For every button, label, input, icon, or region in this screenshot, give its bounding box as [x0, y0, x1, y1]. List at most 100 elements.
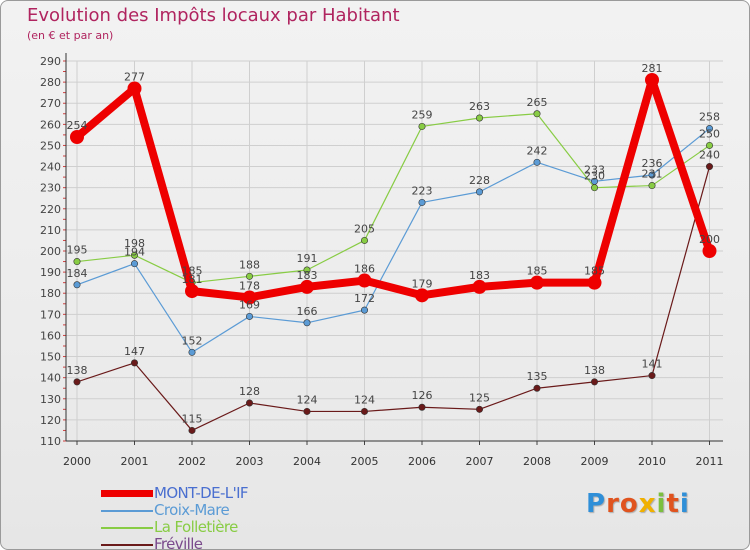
data-label: 115 — [182, 412, 203, 425]
data-point — [127, 81, 142, 96]
data-point — [360, 236, 368, 244]
data-point — [475, 188, 483, 196]
data-point — [475, 114, 483, 122]
grid — [66, 60, 723, 442]
x-tick-label: 2010 — [638, 455, 666, 468]
data-label: 178 — [239, 279, 260, 292]
series — [70, 73, 717, 434]
legend-swatch — [101, 544, 153, 546]
data-label: 138 — [67, 364, 88, 377]
axes: 1101201301401501601701801902002102202302… — [40, 53, 724, 468]
data-point — [648, 182, 656, 190]
data-label: 181 — [182, 273, 203, 286]
data-point — [533, 158, 541, 166]
data-point — [300, 279, 314, 294]
data-point — [418, 403, 426, 411]
data-point — [415, 288, 429, 303]
data-point — [185, 284, 199, 299]
data-point — [188, 426, 196, 434]
data-point — [590, 184, 598, 192]
data-label: 233 — [584, 163, 605, 176]
data-label: 263 — [469, 100, 490, 113]
x-tick-label: 2003 — [236, 455, 264, 468]
chart-subtitle: (en € et par an) — [27, 29, 114, 42]
data-label: 223 — [412, 184, 433, 197]
data-label: 183 — [469, 269, 490, 282]
x-tick-label: 2000 — [63, 455, 91, 468]
data-point — [73, 378, 81, 386]
series-line — [73, 76, 714, 302]
y-tick-label: 250 — [40, 139, 61, 152]
proxiti-logo: Proxiti — [586, 489, 690, 519]
data-label: 125 — [469, 391, 490, 404]
logo-letter: r — [606, 489, 620, 519]
data-point — [648, 171, 656, 179]
y-tick-label: 230 — [40, 182, 61, 195]
logo-letter: P — [586, 489, 607, 519]
data-point — [530, 275, 544, 290]
legend-label: La Folletière — [154, 518, 238, 536]
data-label: 172 — [354, 292, 375, 305]
series-line — [76, 113, 711, 284]
data-label: 194 — [124, 246, 145, 259]
data-label: 198 — [124, 237, 145, 250]
data-point — [188, 348, 196, 356]
data-point — [73, 258, 81, 266]
series-3 — [73, 163, 713, 434]
series-line — [76, 127, 711, 353]
data-point — [131, 260, 139, 268]
data-label: 242 — [527, 144, 548, 157]
data-point — [705, 125, 713, 133]
x-tick-label: 2005 — [351, 455, 379, 468]
data-label: 231 — [642, 168, 663, 181]
data-point — [360, 306, 368, 314]
data-label: 185 — [527, 265, 548, 278]
data-point — [702, 244, 717, 258]
data-label: 152 — [182, 334, 203, 347]
legend-swatch — [101, 490, 153, 497]
data-label: 254 — [67, 119, 88, 132]
data-label: 236 — [642, 157, 663, 170]
data-point — [246, 312, 254, 320]
data-label: 195 — [67, 244, 88, 257]
data-point — [246, 272, 254, 280]
data-point — [587, 275, 602, 290]
data-label: 124 — [297, 393, 318, 406]
data-point — [131, 251, 139, 259]
data-label: 124 — [354, 393, 375, 406]
data-label: 281 — [642, 62, 663, 75]
data-point — [418, 122, 426, 130]
data-point — [246, 399, 254, 407]
y-tick-label: 160 — [40, 329, 61, 342]
data-point — [360, 407, 368, 415]
data-label: 169 — [239, 298, 260, 311]
data-label: 185 — [182, 265, 203, 278]
data-label: 259 — [412, 108, 433, 121]
data-point — [303, 266, 311, 274]
x-tick-label: 2008 — [523, 455, 551, 468]
x-tick-label: 2006 — [408, 455, 436, 468]
data-label: 240 — [699, 149, 720, 162]
data-point — [648, 372, 656, 380]
data-label: 188 — [239, 258, 260, 271]
data-label: 141 — [642, 358, 663, 371]
series-1 — [73, 125, 713, 356]
data-label: 265 — [527, 96, 548, 109]
logo-letter: o — [619, 489, 639, 519]
y-tick-label: 190 — [40, 266, 61, 279]
data-point — [705, 141, 713, 149]
data-point — [70, 130, 84, 144]
data-point — [533, 384, 541, 392]
data-label: 200 — [699, 233, 720, 246]
series-2 — [73, 110, 713, 287]
y-tick-label: 150 — [40, 351, 61, 364]
data-point — [73, 281, 81, 289]
legend-label: Croix-Mare — [154, 501, 230, 519]
data-point — [418, 198, 426, 206]
y-tick-label: 120 — [40, 414, 61, 427]
y-tick-label: 240 — [40, 161, 61, 174]
data-point — [303, 407, 311, 415]
y-tick-label: 260 — [40, 118, 61, 131]
x-tick-label: 2001 — [121, 455, 149, 468]
